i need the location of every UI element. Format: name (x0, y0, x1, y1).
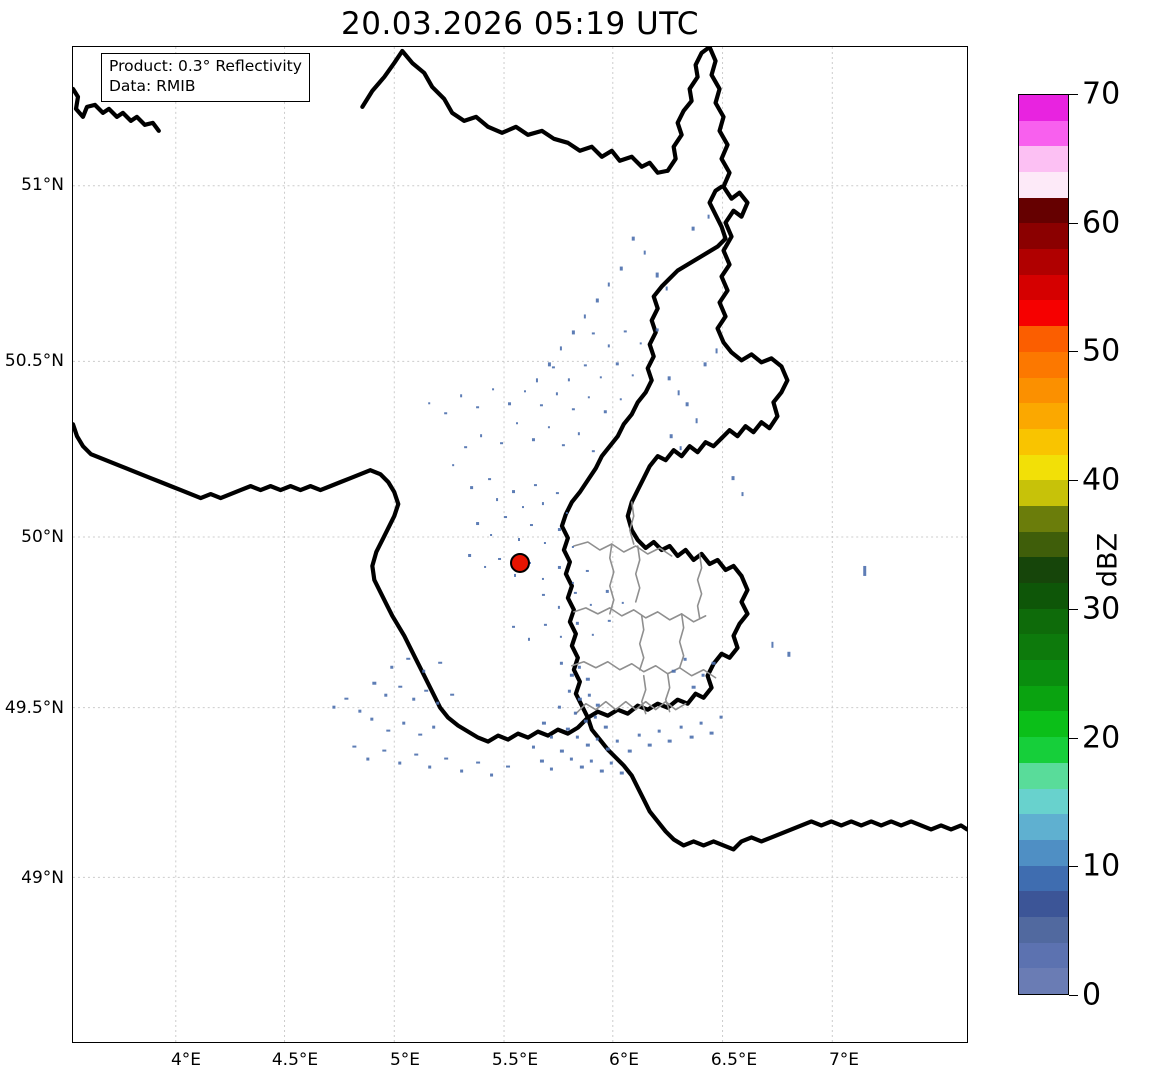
colorbar-band-3 (1019, 891, 1068, 917)
colorbar-tick-0 (1069, 995, 1078, 996)
lon-tick-7e: 7°E (828, 1050, 860, 1070)
colorbar-band-32 (1019, 146, 1068, 172)
lon-tick-4-5e: 4.5°E (271, 1050, 319, 1070)
lon-tick-6-5e: 6.5°E (710, 1050, 758, 1070)
colorbar-tick-70 (1069, 94, 1078, 95)
colorbar-band-25 (1019, 326, 1068, 352)
info-box: Product: 0.3° Reflectivity Data: RMIB (101, 53, 310, 102)
colorbar-band-26 (1019, 300, 1068, 327)
admin-boundaries (571, 501, 717, 715)
country-borders (73, 47, 967, 852)
colorbar-band-20 (1019, 454, 1068, 481)
colorbar-tick-label-40: 40 (1082, 462, 1121, 498)
colorbar-band-34 (1019, 95, 1068, 121)
colorbar-tick-label-50: 50 (1082, 333, 1121, 369)
colorbar-tick-30 (1069, 608, 1078, 610)
lat-tick-49n: 49°N (21, 868, 64, 888)
colorbar-tick-60 (1069, 222, 1078, 224)
colorbar-band-23 (1019, 377, 1068, 404)
lon-tick-4e: 4°E (170, 1050, 202, 1070)
colorbar-band-33 (1019, 120, 1068, 147)
colorbar-band-22 (1019, 403, 1068, 429)
lon-tick-6e: 6°E (608, 1050, 640, 1070)
colorbar-band-31 (1019, 172, 1068, 198)
colorbar-tick-40 (1069, 480, 1078, 482)
colorbar-axis-label: dBZ (1092, 532, 1124, 588)
colorbar-band-10 (1019, 711, 1068, 738)
colorbar-band-0 (1019, 968, 1068, 994)
colorbar-band-7 (1019, 788, 1068, 815)
colorbar-band-18 (1019, 505, 1068, 532)
lat-tick-51n: 51°N (21, 175, 64, 195)
colorbar-tick-10 (1069, 866, 1078, 868)
colorbar-band-30 (1019, 197, 1068, 224)
colorbar-band-5 (1019, 839, 1068, 866)
colorbar-tick-label-30: 30 (1082, 591, 1121, 627)
lon-tick-5-5e: 5.5°E (491, 1050, 539, 1070)
colorbar-band-9 (1019, 737, 1068, 763)
colorbar-tick-label-10: 10 (1082, 848, 1121, 884)
info-data-line: Data: RMIB (109, 76, 196, 95)
colorbar-band-11 (1019, 685, 1068, 712)
figure-title: 20.03.2026 05:19 UTC (341, 6, 699, 42)
lon-tick-5e: 5°E (389, 1050, 421, 1070)
lat-tick-50n: 50°N (21, 527, 64, 547)
colorbar-band-15 (1019, 583, 1068, 609)
colorbar-band-4 (1019, 865, 1068, 892)
colorbar-band-21 (1019, 428, 1068, 455)
info-product-line: Product: 0.3° Reflectivity (109, 57, 302, 75)
colorbar-tick-20 (1069, 737, 1078, 739)
colorbar-band-8 (1019, 762, 1068, 789)
colorbar-band-6 (1019, 814, 1068, 840)
colorbar-band-28 (1019, 249, 1068, 275)
colorbar-tick-label-60: 60 (1082, 205, 1121, 241)
colorbar-tick-50 (1069, 351, 1078, 353)
colorbar-band-17 (1019, 531, 1068, 558)
colorbar-band-12 (1019, 660, 1068, 686)
colorbar-band-13 (1019, 634, 1068, 661)
colorbar-tick-label-0: 0 (1082, 977, 1102, 1013)
colorbar-band-29 (1019, 223, 1068, 250)
colorbar-band-1 (1019, 942, 1068, 969)
colorbar-tick-label-70: 70 (1082, 76, 1121, 112)
colorbar-band-2 (1019, 916, 1068, 943)
colorbar-band-16 (1019, 557, 1068, 583)
colorbar-band-24 (1019, 351, 1068, 378)
map-panel[interactable]: Product: 0.3° Reflectivity Data: RMIB (72, 46, 968, 1043)
colorbar[interactable]: 0 10 20 30 40 50 60 70 (1018, 77, 1120, 1013)
colorbar-tick-label-20: 20 (1082, 720, 1121, 756)
reflectivity-echo-field (332, 214, 867, 777)
colorbar-band-19 (1019, 480, 1068, 506)
colorbar-band-14 (1019, 608, 1068, 635)
lat-tick-49-5n: 49.5°N (4, 698, 64, 718)
colorbar-gradient (1018, 94, 1069, 995)
colorbar-band-27 (1019, 274, 1068, 301)
map-canvas (73, 47, 967, 1042)
lat-tick-50-5n: 50.5°N (4, 351, 64, 371)
map-gridlines (73, 47, 967, 1042)
radar-site-marker (510, 552, 530, 573)
